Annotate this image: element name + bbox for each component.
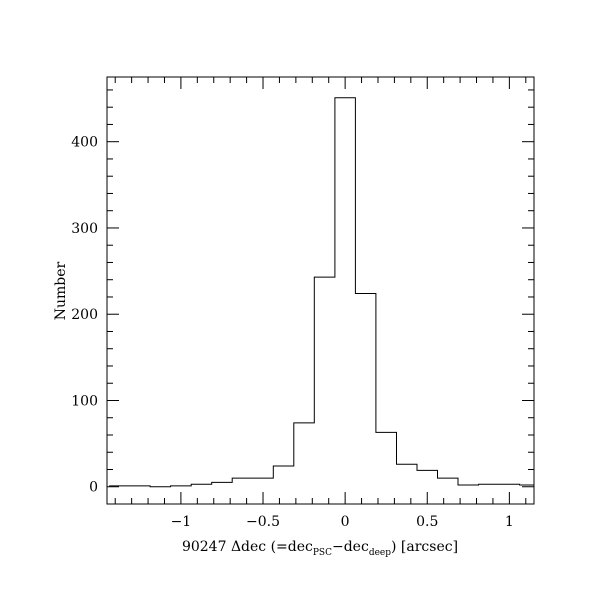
x-tick-label: −1 [171, 514, 192, 530]
histogram-bin [438, 478, 459, 487]
y-axis-title: Number [53, 261, 69, 320]
histogram-bin [376, 432, 397, 486]
histogram-bin [273, 466, 294, 487]
x-tick-label: 1 [505, 514, 514, 530]
histogram-outline [109, 97, 534, 488]
histogram-bin [335, 98, 356, 487]
histogram-bin [355, 294, 376, 487]
y-tick-label: 300 [71, 221, 98, 237]
y-tick-label: 200 [71, 307, 98, 323]
y-tick-label: 100 [71, 393, 98, 409]
histogram-bin [294, 423, 315, 487]
histogram-bin [417, 470, 438, 486]
x-tick-labels: −1 −0.5 0 0.5 1 [171, 514, 514, 530]
x-tick-label: −0.5 [246, 514, 280, 530]
histogram-bin [212, 482, 233, 486]
histogram-bin [396, 464, 417, 486]
histogram-bin [253, 478, 274, 487]
histogram-bin [232, 478, 253, 487]
histogram-bins [109, 98, 534, 487]
x-tick-label: 0.5 [416, 514, 438, 530]
plot-frame [106, 76, 535, 505]
x-tick-label: 0 [341, 514, 350, 530]
y-tick-label: 400 [71, 135, 98, 151]
y-tick-labels: 0 100 200 300 400 [71, 135, 98, 496]
x-axis-title: 90247 Δdec (=decPSC−decdeep) [arcsec] [182, 539, 458, 558]
y-tick-label: 0 [89, 480, 98, 496]
axis-ticks [107, 77, 534, 505]
histogram-bin [314, 277, 335, 487]
